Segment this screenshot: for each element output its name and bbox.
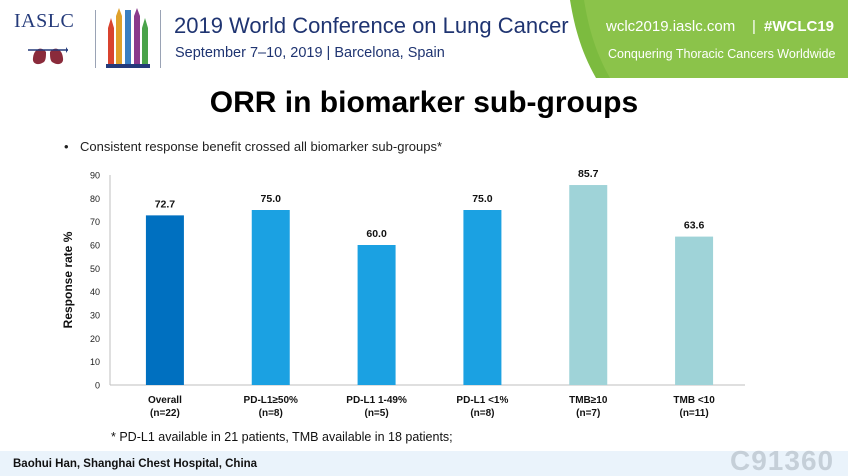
cathedral-logo-icon xyxy=(106,8,150,68)
bullet-marker: • xyxy=(64,139,69,154)
bar-value-label: 63.6 xyxy=(684,220,705,232)
bar xyxy=(145,215,184,385)
bar-value-label: 75.0 xyxy=(472,193,493,205)
x-tick-label: TMB≥10 xyxy=(569,395,608,406)
bar xyxy=(569,185,608,385)
x-tick-sublabel: (n=5) xyxy=(364,408,388,419)
y-tick-label: 10 xyxy=(90,357,100,367)
conference-title: 2019 World Conference on Lung Cancer xyxy=(174,13,569,38)
conference-hashtag: #WCLC19 xyxy=(764,18,835,35)
bar-value-label: 72.7 xyxy=(155,198,176,210)
bar xyxy=(357,245,396,385)
iaslc-logo-text: IASLC xyxy=(14,10,75,32)
header-separator: | xyxy=(752,18,756,35)
y-tick-label: 40 xyxy=(90,287,100,297)
x-tick-sublabel: (n=8) xyxy=(259,408,283,419)
header-divider xyxy=(95,10,96,68)
footnote: * PD-L1 available in 21 patients, TMB av… xyxy=(111,430,453,444)
y-tick-label: 90 xyxy=(90,171,100,181)
conference-tagline: Conquering Thoracic Cancers Worldwide xyxy=(608,47,836,61)
y-tick-label: 20 xyxy=(90,334,100,344)
footer-bar xyxy=(0,451,848,476)
header-divider xyxy=(160,10,161,68)
conference-subtitle: September 7–10, 2019 | Barcelona, Spain xyxy=(175,45,445,61)
y-tick-label: 60 xyxy=(90,241,100,251)
bar xyxy=(463,210,502,385)
x-tick-label: PD-L1 1-49% xyxy=(346,395,407,406)
bar-value-label: 85.7 xyxy=(578,168,599,180)
y-axis-label: Response rate % xyxy=(61,231,75,328)
y-tick-label: 0 xyxy=(95,381,100,391)
y-tick-label: 80 xyxy=(90,194,100,204)
presenter-credit: Baohui Han, Shanghai Chest Hospital, Chi… xyxy=(13,458,258,470)
y-tick-label: 30 xyxy=(90,311,100,321)
slide-title: ORR in biomarker sub-groups xyxy=(209,86,639,119)
conference-header: IASLC 2019 World Conference on Lung Canc… xyxy=(0,0,848,78)
x-tick-sublabel: (n=7) xyxy=(576,408,600,419)
y-tick-label: 70 xyxy=(90,217,100,227)
x-tick-label: PD-L1 <1% xyxy=(456,395,508,406)
lungs-logo-icon xyxy=(28,42,68,65)
bar xyxy=(251,210,290,385)
y-tick-label: 50 xyxy=(90,264,100,274)
x-tick-label: Overall xyxy=(148,395,182,406)
x-tick-sublabel: (n=22) xyxy=(150,408,180,419)
bar-value-label: 60.0 xyxy=(366,228,387,240)
bar-value-label: 75.0 xyxy=(261,193,282,205)
bullet-text: Consistent response benefit crossed all … xyxy=(80,139,443,154)
header-green-panel xyxy=(570,0,848,78)
x-tick-label: PD-L1≥50% xyxy=(244,395,299,406)
x-tick-sublabel: (n=8) xyxy=(470,408,494,419)
conference-website: wclc2019.iaslc.com xyxy=(606,18,736,35)
x-tick-label: TMB <10 xyxy=(673,395,715,406)
x-tick-sublabel: (n=11) xyxy=(679,408,708,419)
bar xyxy=(675,236,714,385)
watermark: C91360 xyxy=(730,445,835,476)
